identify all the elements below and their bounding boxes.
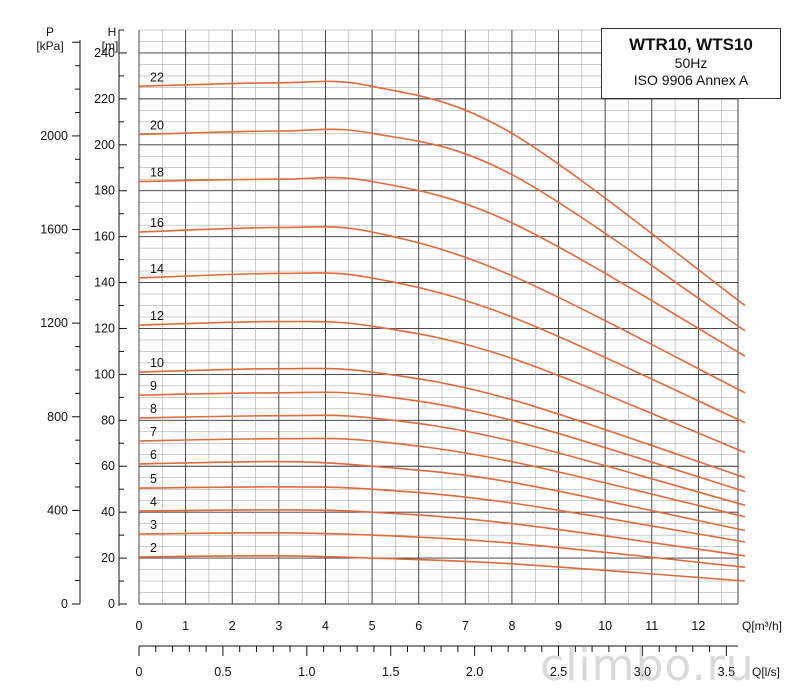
q-tick-label: 12 bbox=[691, 619, 705, 633]
curve-label-14: 14 bbox=[150, 262, 164, 276]
pump-curve-9 bbox=[138, 391, 746, 493]
curve-label-4: 4 bbox=[150, 495, 157, 509]
p-tick-label: 400 bbox=[47, 503, 68, 517]
curve-label-9: 9 bbox=[150, 379, 157, 393]
q2-tick-label: 1.0 bbox=[298, 665, 315, 679]
curve-label-5: 5 bbox=[150, 472, 157, 486]
h-axis-unit: [m] bbox=[102, 39, 119, 53]
curve-label-7: 7 bbox=[150, 425, 157, 439]
q-tick-label: 8 bbox=[508, 619, 515, 633]
h-tick-label: 100 bbox=[94, 367, 115, 381]
curve-label-12: 12 bbox=[150, 309, 164, 323]
q-tick-label: 2 bbox=[229, 619, 236, 633]
curve-label-18: 18 bbox=[150, 166, 164, 180]
pump-curves bbox=[138, 80, 746, 582]
p-tick-label: 1200 bbox=[40, 316, 68, 330]
q2-tick-label: 1.5 bbox=[382, 665, 399, 679]
h-tick-label: 60 bbox=[101, 459, 115, 473]
q-tick-label: 0 bbox=[136, 619, 143, 633]
chart-standard: ISO 9906 Annex A bbox=[633, 72, 749, 88]
pump-curve-12 bbox=[138, 320, 746, 454]
q2-tick-label: 3.0 bbox=[634, 665, 651, 679]
pump-curve-16 bbox=[138, 225, 746, 394]
p-tick-label: 0 bbox=[61, 597, 68, 611]
h-tick-label: 200 bbox=[94, 138, 115, 152]
curve-label-10: 10 bbox=[150, 356, 164, 370]
q2-tick-label: 0.5 bbox=[214, 665, 231, 679]
h-tick-label: 120 bbox=[94, 321, 115, 335]
pump-curve-10 bbox=[138, 367, 746, 479]
p-tick-label: 2000 bbox=[40, 129, 68, 143]
curve-label-3: 3 bbox=[150, 518, 157, 532]
h-tick-label: 40 bbox=[101, 505, 115, 519]
pump-curve-14 bbox=[138, 272, 746, 424]
q2-tick-label: 2.5 bbox=[550, 665, 567, 679]
h-tick-label: 20 bbox=[101, 551, 115, 565]
q-axis-title: Q[m³/h] bbox=[742, 619, 782, 633]
h-tick-label: 180 bbox=[94, 184, 115, 198]
q2-tick-label: 2.0 bbox=[466, 665, 483, 679]
h-tick-label: 0 bbox=[108, 597, 115, 611]
pump-curve-18 bbox=[138, 176, 746, 357]
p-tick-label: 800 bbox=[47, 410, 68, 424]
h-axis-title: H bbox=[108, 25, 117, 39]
chart-labels: 020406080100120140160180200220240H[m]040… bbox=[36, 25, 782, 679]
q-tick-label: 7 bbox=[462, 619, 469, 633]
h-tick-label: 80 bbox=[101, 413, 115, 427]
curve-label-6: 6 bbox=[150, 448, 157, 462]
curve-label-22: 22 bbox=[150, 70, 164, 84]
q2-tick-label: 3.5 bbox=[718, 665, 735, 679]
chart-title-box: WTR10, WTS10 50Hz ISO 9906 Annex A bbox=[601, 28, 781, 99]
pump-curve-7 bbox=[138, 437, 746, 518]
h-tick-label: 220 bbox=[94, 92, 115, 106]
pump-curve-4 bbox=[138, 509, 746, 557]
chart-frequency: 50Hz bbox=[674, 55, 708, 71]
pump-curve-5 bbox=[138, 486, 746, 543]
q-tick-label: 10 bbox=[598, 619, 612, 633]
chart-title: WTR10, WTS10 bbox=[629, 35, 753, 54]
p-tick-label: 1600 bbox=[40, 223, 68, 237]
q-tick-label: 11 bbox=[645, 619, 658, 633]
q-tick-label: 9 bbox=[555, 619, 562, 633]
chart-grid bbox=[138, 29, 739, 605]
pump-curve-6 bbox=[138, 460, 746, 532]
q-tick-label: 6 bbox=[415, 619, 422, 633]
pump-curve-2 bbox=[138, 554, 746, 582]
q2-axis-title: Q[l/s] bbox=[752, 665, 780, 679]
p-axis-unit: [kPa] bbox=[36, 39, 63, 53]
h-tick-label: 240 bbox=[94, 46, 115, 60]
p-axis-title: P bbox=[46, 25, 54, 39]
q-tick-label: 4 bbox=[322, 619, 329, 633]
curve-label-2: 2 bbox=[150, 541, 157, 555]
curve-label-16: 16 bbox=[150, 216, 164, 230]
chart-axes bbox=[72, 29, 738, 656]
q2-tick-label: 0 bbox=[136, 665, 143, 679]
q-tick-label: 3 bbox=[275, 619, 282, 633]
watermark: climbo.ru bbox=[540, 640, 755, 691]
h-tick-label: 140 bbox=[94, 276, 115, 290]
h-tick-label: 160 bbox=[94, 230, 115, 244]
curve-label-20: 20 bbox=[150, 118, 164, 132]
pump-curve-20 bbox=[138, 128, 746, 332]
q-tick-label: 1 bbox=[182, 619, 189, 633]
pump-curve-8 bbox=[138, 414, 746, 507]
curve-label-8: 8 bbox=[150, 402, 157, 416]
pump-curve-22 bbox=[138, 80, 746, 307]
q-tick-label: 5 bbox=[369, 619, 376, 633]
pump-curve-3 bbox=[138, 531, 746, 569]
